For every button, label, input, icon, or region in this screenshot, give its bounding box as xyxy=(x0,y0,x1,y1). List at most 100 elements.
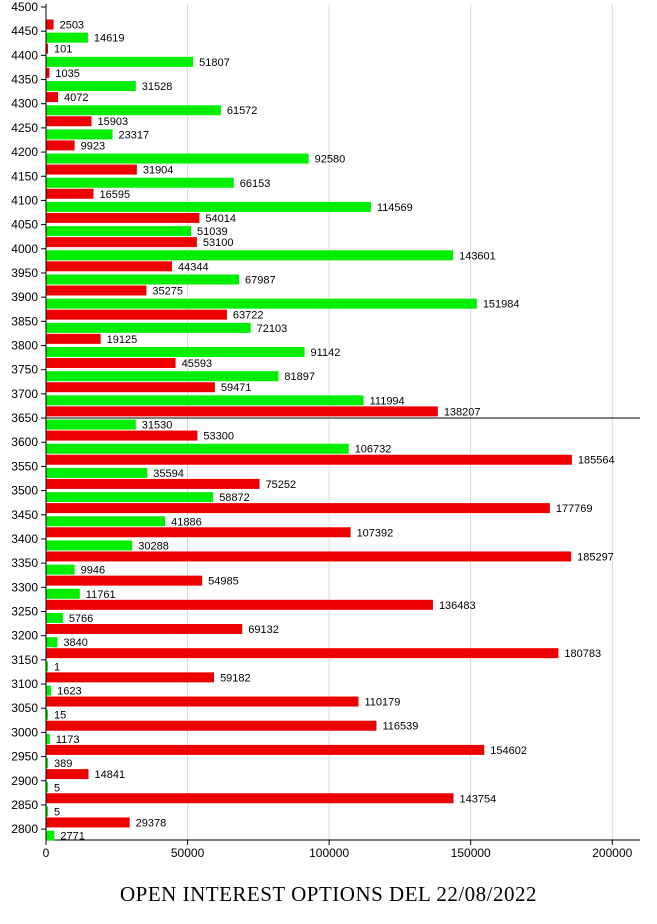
red-value-label: 44344 xyxy=(178,261,209,273)
y-tick-label: 4500 xyxy=(11,0,38,14)
red-bar-4300 xyxy=(46,116,92,127)
green-bar-2850 xyxy=(46,806,48,817)
green-value-label: 51807 xyxy=(199,57,230,69)
red-value-label: 107392 xyxy=(357,527,394,539)
chart-title: OPEN INTEREST OPTIONS DEL 22/08/2022 xyxy=(120,882,537,906)
y-tick-label: 4350 xyxy=(11,73,38,87)
y-tick-label: 3950 xyxy=(11,266,38,280)
green-bar-4300 xyxy=(46,105,221,116)
y-tick-label: 2950 xyxy=(11,750,38,764)
green-bar-4050 xyxy=(46,226,192,237)
y-tick-label: 3800 xyxy=(11,339,38,353)
y-tick-label: 2900 xyxy=(11,774,38,788)
green-bar-4150 xyxy=(46,177,234,188)
red-value-label: 45593 xyxy=(182,358,213,370)
green-bar-3250 xyxy=(46,613,63,623)
red-bar-3800 xyxy=(46,358,176,369)
green-value-label: 14619 xyxy=(94,33,125,45)
green-value-label: 9946 xyxy=(81,565,105,577)
y-tick-label: 4050 xyxy=(11,218,38,232)
red-bar-3950 xyxy=(46,285,147,296)
green-bar-3100 xyxy=(46,685,52,696)
x-tick-label: 50000 xyxy=(171,846,205,860)
green-value-label: 389 xyxy=(54,758,72,770)
red-bar-3050 xyxy=(46,720,377,731)
red-value-label: 185564 xyxy=(578,455,615,467)
green-value-label: 1173 xyxy=(56,734,80,746)
red-value-label: 185297 xyxy=(577,551,614,563)
red-value-label: 69132 xyxy=(248,624,279,636)
red-bar-3700 xyxy=(46,406,438,417)
green-value-label: 5766 xyxy=(69,613,93,625)
red-bar-2850 xyxy=(46,817,130,828)
red-value-label: 14841 xyxy=(95,769,126,781)
green-bar-2900 xyxy=(46,782,48,793)
red-bar-3250 xyxy=(46,624,243,634)
red-value-label: 136483 xyxy=(439,600,476,612)
green-value-label: 1 xyxy=(54,661,60,673)
green-value-label: 151984 xyxy=(483,299,520,311)
y-tick-label: 4000 xyxy=(11,242,38,256)
red-bar-3350 xyxy=(46,575,203,586)
green-value-label: 15 xyxy=(54,710,66,722)
y-tick-label: 4200 xyxy=(11,145,38,159)
green-bar-4400 xyxy=(46,56,194,67)
green-bar-3350 xyxy=(46,564,75,575)
red-bar-3550 xyxy=(46,478,260,489)
y-tick-label: 3450 xyxy=(11,508,38,522)
green-bar-3300 xyxy=(46,588,80,599)
y-tick-label: 3400 xyxy=(11,532,38,546)
y-tick-label: 3250 xyxy=(11,605,38,619)
chart-area: 0 50000 100000 150000 200000 4500 2503 4450 1461… xyxy=(11,0,640,860)
red-bar-4050 xyxy=(46,237,197,248)
red-value-label: 29378 xyxy=(136,817,167,829)
y-tick-label: 3150 xyxy=(11,653,38,667)
red-bar-3400 xyxy=(46,551,572,562)
green-value-label: 81897 xyxy=(284,371,315,383)
green-value-label: 143601 xyxy=(459,250,496,262)
red-bar-4500 xyxy=(46,19,54,30)
green-value-label: 114569 xyxy=(377,202,413,214)
red-value-label: 63722 xyxy=(233,310,264,322)
y-tick-label: 3350 xyxy=(11,556,38,570)
red-bar-4250 xyxy=(46,140,75,151)
green-value-label: 2771 xyxy=(60,831,84,843)
green-value-label: 31528 xyxy=(142,81,173,93)
red-value-label: 53100 xyxy=(203,237,234,249)
y-tick-label: 3550 xyxy=(11,459,38,473)
green-value-label: 1623 xyxy=(57,686,81,698)
y-tick-label: 3850 xyxy=(11,314,38,328)
green-value-label: 30288 xyxy=(138,540,169,552)
y-tick-label: 2800 xyxy=(11,822,38,836)
red-bar-4000 xyxy=(46,261,173,272)
y-tick-label: 4250 xyxy=(11,121,38,135)
y-tick-label: 3100 xyxy=(11,677,38,691)
red-value-label: 35275 xyxy=(152,285,183,297)
x-tick-label: 200000 xyxy=(592,846,632,860)
red-value-label: 138207 xyxy=(444,406,481,418)
red-bar-3450 xyxy=(46,527,351,538)
green-value-label: 106732 xyxy=(355,444,392,456)
red-bar-3650 xyxy=(46,430,198,441)
red-value-label: 2503 xyxy=(60,20,84,32)
red-bar-2950 xyxy=(46,769,89,780)
green-bar-4000 xyxy=(46,250,454,261)
red-value-label: 1035 xyxy=(55,68,79,80)
green-bar-3700 xyxy=(46,395,364,406)
green-value-label: 92580 xyxy=(315,154,346,166)
green-value-label: 23317 xyxy=(119,129,150,141)
red-bar-3850 xyxy=(46,333,101,344)
green-value-label: 5 xyxy=(54,782,60,794)
red-value-label: 110179 xyxy=(364,697,400,709)
green-bar-3050 xyxy=(46,709,48,720)
y-tick-label: 3750 xyxy=(11,363,38,377)
red-value-label: 116539 xyxy=(382,721,418,733)
red-value-label: 19125 xyxy=(107,334,138,346)
green-value-label: 51039 xyxy=(197,226,228,238)
red-bar-2900 xyxy=(46,793,454,804)
red-value-label: 53300 xyxy=(203,431,234,443)
red-value-label: 4072 xyxy=(64,92,88,104)
green-bar-3200 xyxy=(46,637,58,648)
green-bar-3500 xyxy=(46,492,214,503)
red-bar-4200 xyxy=(46,164,137,175)
